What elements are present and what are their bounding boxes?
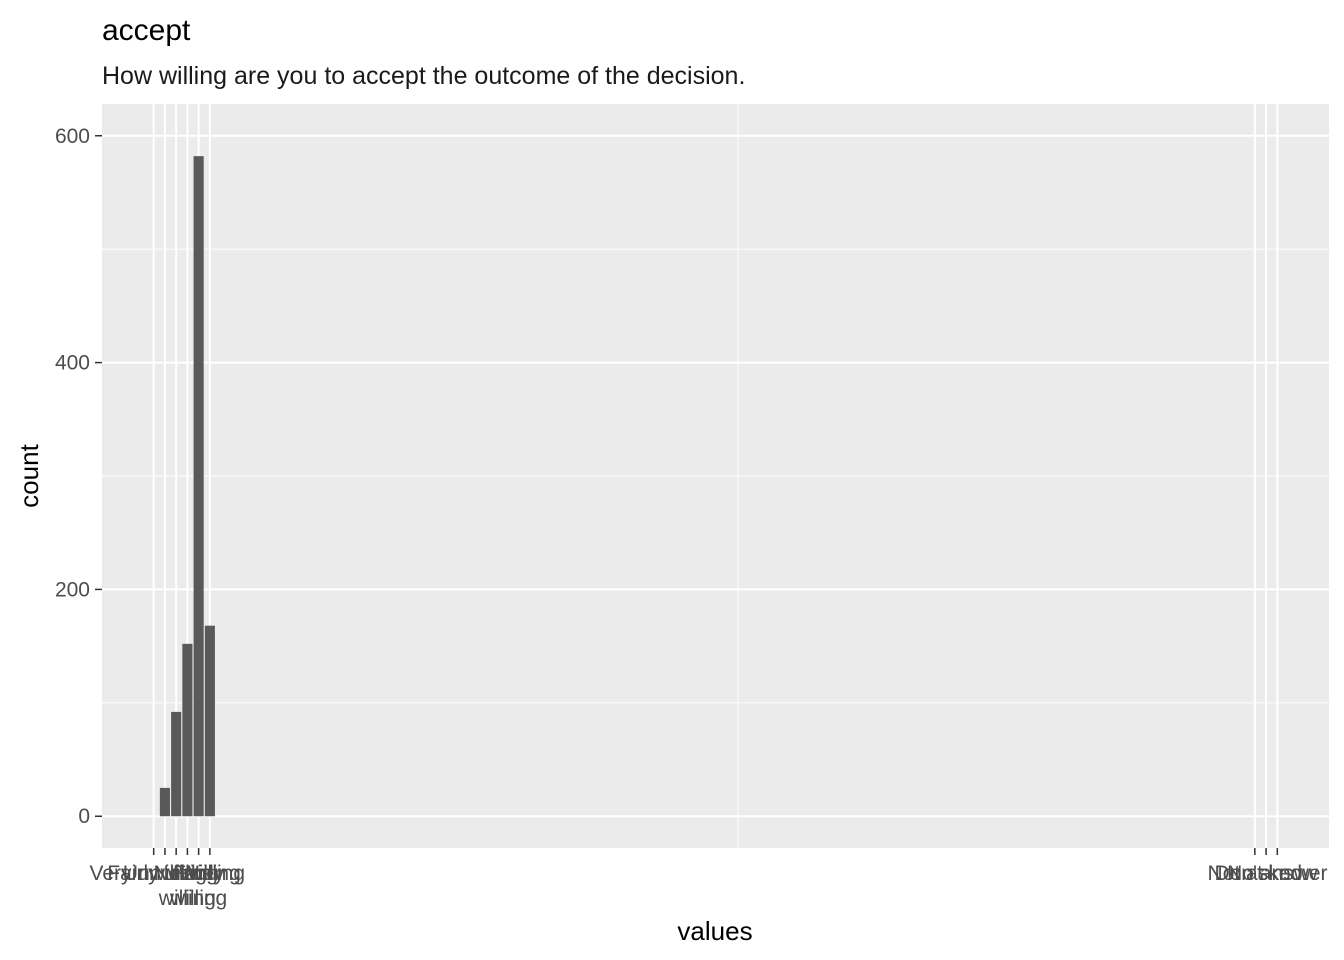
- bar: [193, 156, 204, 817]
- x-tick-label: Very unwilling: [89, 862, 217, 885]
- y-tick-label: 600: [55, 125, 90, 148]
- x-tick-label: Don't know: [1214, 862, 1318, 885]
- bar: [159, 787, 170, 817]
- chart-title: accept: [102, 14, 191, 47]
- bar: [182, 643, 193, 817]
- bars: [159, 156, 215, 817]
- x-tick-label: Unwilling: [123, 862, 207, 885]
- x-tick-label: Fairly: [173, 862, 225, 885]
- x-tick-label: willing: [158, 887, 216, 910]
- y-tick-label: 400: [55, 352, 90, 375]
- x-tick-label: Willing: [179, 862, 241, 885]
- x-tick-label: Fairly unwilling: [107, 862, 245, 885]
- x-tick-label: Not asked: [1208, 862, 1303, 885]
- x-tick-label: willing: [169, 887, 227, 910]
- y-axis-title: count: [14, 443, 44, 507]
- bar: [204, 625, 215, 817]
- x-axis-title: values: [677, 916, 752, 946]
- axes: 0 200 400 600 Very unwillingUnwillingFairly …: [55, 125, 1328, 910]
- bar: [171, 711, 182, 817]
- x-tick-label: No answer: [1227, 862, 1327, 885]
- chart-subtitle: How willing are you to accept the outcom…: [102, 62, 745, 90]
- y-tick-label: 200: [55, 578, 90, 601]
- y-tick-label: 0: [78, 805, 90, 828]
- x-tick-label: Neither: [154, 862, 222, 885]
